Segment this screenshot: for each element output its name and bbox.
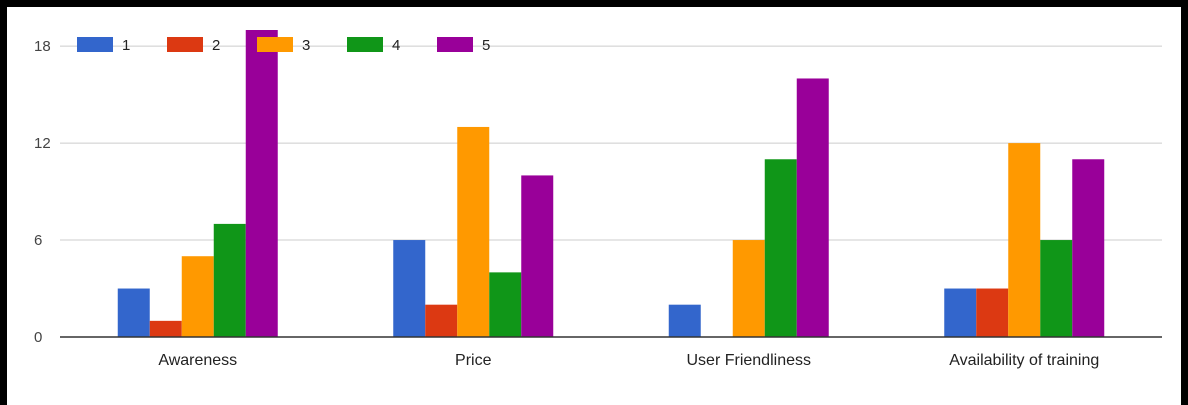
x-tick-label: Awareness [158,352,237,369]
x-tick-label: User Friendliness [687,352,811,369]
legend: 1 2 3 4 5 [77,37,490,54]
legend-label: 3 [302,37,310,54]
bar [521,175,554,337]
bar [732,240,765,337]
y-tick-label: 12 [34,135,51,152]
bar [1072,159,1105,337]
bar [393,240,426,337]
legend-swatch [347,37,383,52]
bar [944,288,977,337]
bar [796,78,829,337]
bars [117,30,1105,338]
bar [181,256,214,337]
bar [668,304,701,337]
chart-frame: 0 6 12 18 Awareness Price User Friendliness Ava… [7,7,1181,405]
gridlines [60,45,1162,241]
bar [1008,143,1041,337]
x-tick-label: Availability of training [949,352,1099,369]
legend-label: 5 [482,37,490,54]
y-tick-label: 6 [34,232,42,249]
legend-swatch [167,37,203,52]
legend-label: 2 [212,37,220,54]
bar [976,288,1009,337]
bar [764,159,797,337]
bar [1040,240,1073,337]
bar [489,272,522,337]
y-tick-label: 18 [34,38,51,55]
x-tick-label: Price [455,352,492,369]
legend-swatch [257,37,293,52]
bar [149,320,182,337]
bar [425,304,458,337]
bar [213,223,246,337]
y-tick-label: 0 [34,329,42,346]
legend-label: 4 [392,37,400,54]
bar [457,126,490,338]
legend-label: 1 [122,37,130,54]
legend-swatch [77,37,113,52]
bar [117,288,150,337]
legend-swatch [437,37,473,52]
bar [245,30,278,337]
